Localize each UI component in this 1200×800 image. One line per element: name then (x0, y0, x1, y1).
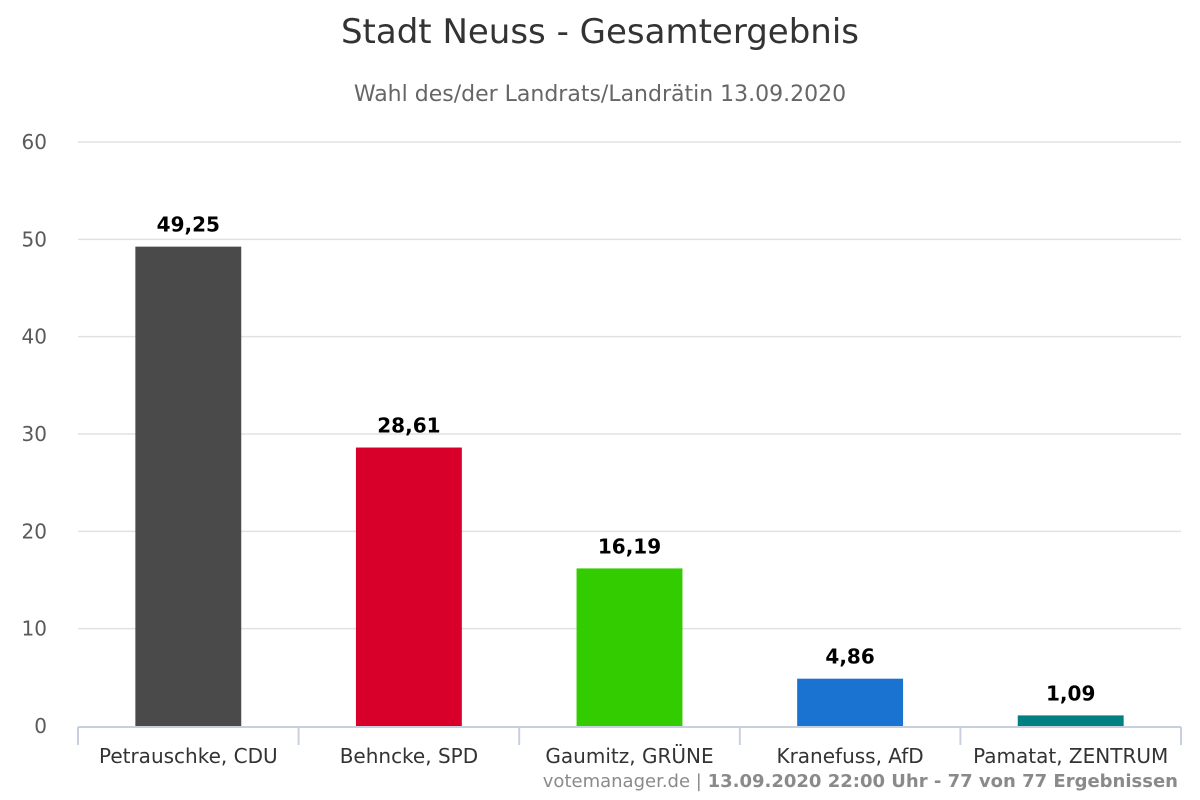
x-axis: Petrauschke, CDU Behncke, SPD Gaumitz, GRÜ… (77, 726, 1182, 768)
y-tick-label: 10 (22, 617, 47, 641)
chart-subtitle: Wahl des/der Landrats/Landrätin 13.09.20… (353, 82, 847, 107)
x-category-label: Gaumitz, GRÜNE (545, 744, 713, 768)
credits-status: 13.09.2020 22:00 Uhr - 77 von 77 Ergebni… (707, 771, 1178, 792)
credits-source[interactable]: votemanager.de (542, 771, 691, 792)
bars (135, 246, 1124, 726)
y-tick-label: 60 (22, 130, 47, 154)
x-category-label: Pamatat, ZENTRUM (973, 744, 1168, 768)
data-label: 49,25 (157, 213, 220, 237)
bar[interactable] (1017, 715, 1124, 726)
y-tick-label: 0 (34, 714, 47, 738)
x-category-label: Kranefuss, AfD (776, 744, 923, 768)
data-label: 1,09 (1046, 681, 1095, 705)
chart-title: Stadt Neuss - Gesamtergebnis (340, 12, 860, 52)
bar[interactable] (135, 246, 242, 726)
data-label: 16,19 (598, 534, 661, 558)
x-category-label: Behncke, SPD (340, 744, 478, 768)
y-tick-label: 30 (22, 422, 47, 446)
data-label: 28,61 (377, 414, 440, 438)
y-tick-label: 40 (22, 325, 47, 349)
credits-footer: votemanager.de | 13.09.2020 22:00 Uhr - … (543, 771, 1178, 792)
credits-separator: | (690, 771, 708, 792)
data-label: 4,86 (825, 645, 874, 669)
y-tick-label: 50 (22, 227, 47, 251)
data-labels: 49,25 28,61 16,19 4,86 1,09 (157, 213, 1096, 706)
y-axis-ticks: 0 10 20 30 40 50 60 (22, 130, 47, 738)
x-category-label: Petrauschke, CDU (99, 744, 278, 768)
bar[interactable] (576, 568, 683, 726)
bar[interactable] (797, 678, 904, 726)
bar[interactable] (355, 447, 462, 726)
y-tick-label: 20 (22, 519, 47, 543)
